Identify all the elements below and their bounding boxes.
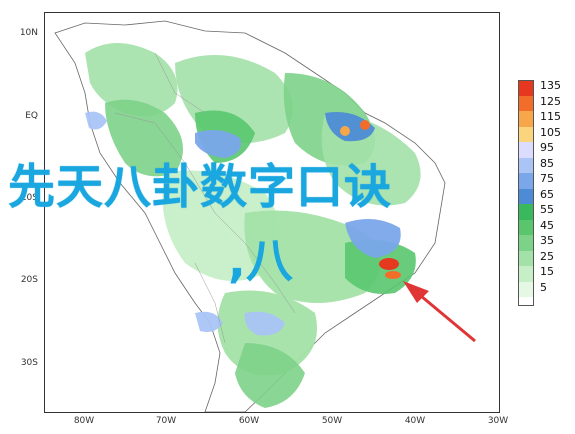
- lat-label-10s: 10S: [20, 193, 38, 203]
- legend-label: 85: [540, 156, 554, 170]
- legend-swatch: [518, 235, 534, 251]
- lat-label-eq: EQ: [25, 111, 38, 121]
- legend-entry: 25: [518, 249, 574, 266]
- legend-label: 25: [540, 249, 554, 263]
- legend-entry: 95: [518, 141, 574, 158]
- lon-label-30w: 30W: [487, 416, 509, 426]
- legend-label: 135: [540, 79, 561, 92]
- legend-label: 55: [540, 203, 554, 216]
- legend-entry: 15: [518, 265, 574, 282]
- legend-entry: 135: [518, 79, 574, 96]
- legend-swatch: [518, 95, 534, 111]
- legend-entry: 105: [518, 125, 574, 142]
- pointer-arrow: [403, 281, 476, 343]
- lat-label-30s: 30S: [20, 358, 38, 368]
- legend-swatch: [518, 219, 534, 235]
- lon-label-40w: 40W: [404, 416, 426, 426]
- legend-swatch: [518, 173, 534, 189]
- legend-entry: 125: [518, 94, 574, 111]
- legend-label: 125: [540, 94, 561, 108]
- map-frame: [44, 12, 500, 413]
- legend-swatch: [518, 111, 534, 127]
- color-legend: 135 125 115 105 95 85 75 65 55 45 35 25 15 5: [518, 79, 574, 306]
- legend-label: 5: [540, 280, 547, 294]
- legend-swatch: [518, 266, 534, 282]
- lon-label-70w: 70W: [155, 416, 177, 426]
- legend-label: 35: [540, 234, 554, 247]
- legend-entry: 55: [518, 203, 574, 220]
- legend-entry: 85: [518, 156, 574, 173]
- lon-label-50w: 50W: [321, 416, 343, 426]
- legend-entry: 5: [518, 280, 574, 297]
- overlay-title: 先天八卦数字口诀: [8, 160, 392, 215]
- legend-swatch: [518, 80, 534, 96]
- legend-swatch: [518, 126, 534, 142]
- legend-label: 105: [540, 125, 561, 139]
- legend-swatch: [518, 250, 534, 266]
- legend-swatch-bottom: [518, 297, 534, 306]
- legend-swatch: [518, 142, 534, 158]
- precipitation-map: [54, 20, 476, 412]
- legend-label: 115: [540, 110, 561, 123]
- legend-swatch: [518, 188, 534, 204]
- legend-label: 45: [540, 218, 554, 232]
- legend-entry: 35: [518, 234, 574, 251]
- legend-swatch: [518, 204, 534, 220]
- overlay-subtitle: ,八: [228, 234, 293, 289]
- legend-entry: 115: [518, 110, 574, 127]
- lat-label-20s: 20S: [20, 275, 38, 285]
- legend-label: 65: [540, 187, 554, 201]
- legend-entry: 45: [518, 218, 574, 235]
- lat-label-10n: 10N: [19, 28, 38, 38]
- legend-swatch: [518, 281, 534, 297]
- legend-label: 95: [540, 141, 554, 154]
- legend-entry: 65: [518, 187, 574, 204]
- legend-label: 15: [540, 265, 554, 278]
- legend-label: 75: [540, 172, 554, 185]
- lon-label-80w: 80W: [73, 416, 95, 426]
- legend-swatch: [518, 157, 534, 173]
- lon-label-60w: 60W: [238, 416, 260, 426]
- legend-entry: 75: [518, 172, 574, 189]
